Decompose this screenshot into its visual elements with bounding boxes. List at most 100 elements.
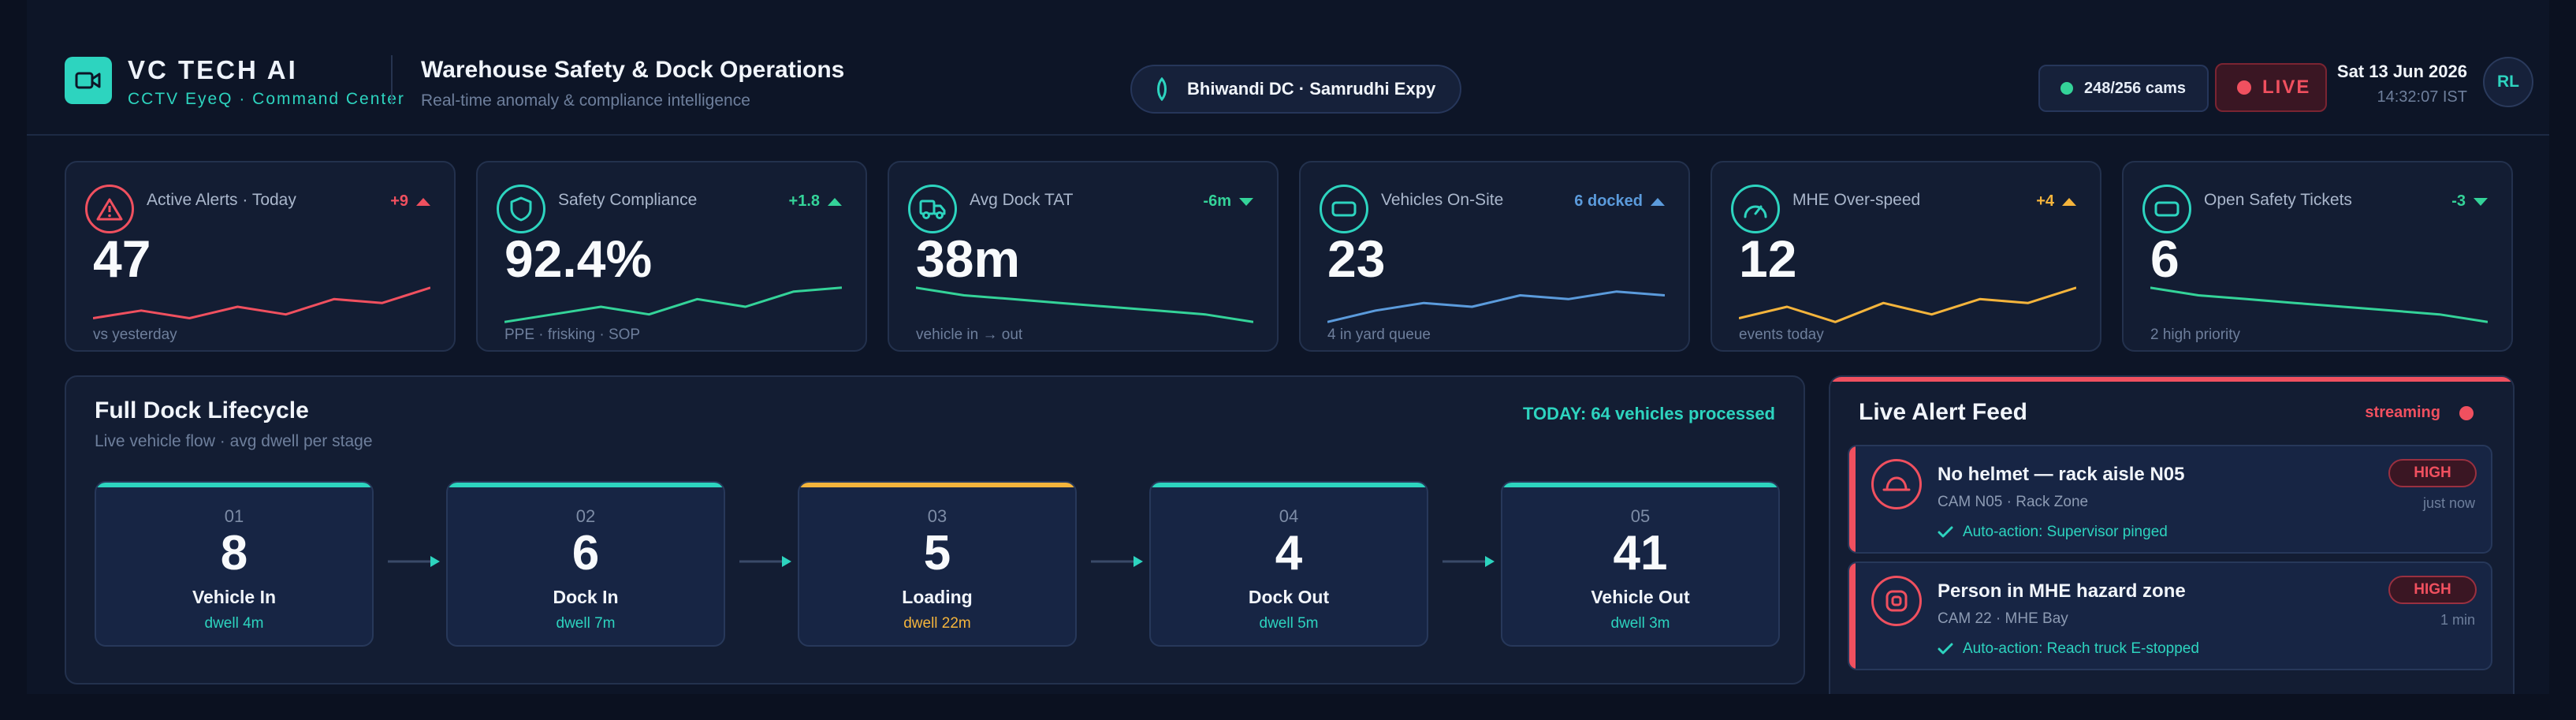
- kpi-footnote: events today: [1739, 326, 1824, 343]
- stage-number: 01: [224, 506, 244, 526]
- streaming-dot: [2459, 405, 2474, 420]
- stage-name: Dock Out: [1248, 587, 1330, 607]
- kpi-card-safety-compliance[interactable]: Safety Compliance +1.8 92.4% PPE · frisk…: [476, 161, 867, 352]
- kpi-card-open-safety-tickets[interactable]: Open Safety Tickets -3 6 2 high priority: [2122, 161, 2513, 352]
- stage-dwell: dwell 3m: [1610, 615, 1670, 632]
- speedometer-icon: [1731, 185, 1780, 233]
- current-date: Sat 13 Jun 2026: [2336, 62, 2467, 81]
- kpi-value: 12: [1739, 229, 1797, 288]
- auto-action-label: Auto-action: Reach truck E-stopped: [1963, 640, 2199, 657]
- app-frame: VC TECH AI CCTV EyeQ · Command Center Wa…: [27, 0, 2549, 694]
- stage-count: 4: [1275, 526, 1303, 580]
- sparkline-path: [93, 286, 430, 319]
- check-icon: [1938, 643, 1953, 655]
- stage-number: 04: [1279, 506, 1299, 526]
- stage-number: 05: [1630, 506, 1651, 526]
- stage-card-dock-out[interactable]: 04 4 Dock Out dwell 5m: [1149, 481, 1428, 647]
- kpi-delta: -6m: [1203, 192, 1253, 211]
- stage-card-loading[interactable]: 03 5 Loading dwell 22m: [798, 481, 1077, 647]
- kpi-sparkline: [1327, 290, 1665, 323]
- camera-status-dot: [2060, 82, 2073, 95]
- stage-accent-bar: [448, 483, 724, 487]
- stage-card-vehicle-in[interactable]: 01 8 Vehicle In dwell 4m: [95, 481, 374, 647]
- stage-accent-bar: [1502, 483, 1778, 487]
- sparkline-path: [504, 286, 842, 323]
- location-selector[interactable]: Bhiwandi DC · Samrudhi Expy: [1130, 65, 1461, 114]
- flow-arrow-icon: [1442, 556, 1495, 567]
- kpi-label: Open Safety Tickets: [2204, 191, 2352, 209]
- kpi-value: 6: [2150, 229, 2180, 288]
- auto-action-label: Auto-action: Supervisor pinged: [1963, 524, 2168, 540]
- kpi-card-mhe-overspeed[interactable]: MHE Over-speed +4 12 events today: [1711, 161, 2101, 352]
- kpi-value: 47: [93, 229, 151, 288]
- trend-down-icon: [2474, 197, 2488, 206]
- kpi-footnote: vs yesterday: [93, 326, 177, 343]
- kpi-card-active-alerts[interactable]: Active Alerts · Today +9 47 vs yesterday: [65, 161, 456, 352]
- alert-severity-bar: [1849, 563, 1856, 669]
- kpi-footnote: 2 high priority: [2150, 326, 2241, 343]
- feed-accent-bar: [1830, 377, 2513, 382]
- kpi-card-avg-dock-tat[interactable]: Avg Dock TAT -6m 38m vehicle in → out: [888, 161, 1279, 352]
- alert-title: Person in MHE hazard zone: [1938, 580, 2186, 602]
- stage-name: Loading: [902, 587, 973, 607]
- stage-card-vehicle-out[interactable]: 05 41 Vehicle Out dwell 3m: [1501, 481, 1780, 647]
- stage-accent-bar: [96, 483, 372, 487]
- trend-up-icon: [416, 197, 430, 206]
- alert-item[interactable]: No helmet — rack aisle N05 CAM N05 · Rac…: [1848, 445, 2492, 554]
- kpi-label: MHE Over-speed: [1792, 191, 1921, 209]
- trend-down-icon: [1239, 197, 1253, 206]
- location-pin-icon: [1157, 77, 1167, 101]
- user-avatar[interactable]: RL: [2483, 57, 2533, 107]
- kpi-delta: +9: [390, 192, 430, 211]
- kpi-sparkline: [93, 286, 430, 319]
- kpi-label: Vehicles On-Site: [1381, 191, 1504, 209]
- dock-lifecycle-panel: Full Dock Lifecycle Live vehicle flow · …: [65, 375, 1805, 685]
- kpi-label: Safety Compliance: [558, 191, 698, 209]
- current-time: 14:32:07 IST: [2377, 88, 2467, 106]
- stage-dwell: dwell 7m: [556, 615, 616, 632]
- stage-count: 6: [571, 526, 600, 580]
- kpi-delta-value: -3: [2451, 192, 2466, 210]
- header-divider: [391, 55, 393, 104]
- stage-accent-bar: [1151, 483, 1427, 487]
- kpi-value: 92.4%: [504, 229, 653, 288]
- stage-dwell: dwell 4m: [204, 615, 264, 632]
- severity-badge: HIGH: [2388, 459, 2477, 487]
- camera-status[interactable]: 248/256 cams: [2038, 65, 2209, 112]
- kpi-value: 38m: [916, 229, 1021, 288]
- stage-name: Dock In: [553, 587, 619, 607]
- ticket-icon: [2142, 185, 2191, 233]
- kpi-label: Avg Dock TAT: [970, 191, 1074, 209]
- kpi-delta-value: -6m: [1203, 192, 1231, 210]
- stage-accent-bar: [799, 483, 1075, 487]
- vehicle-icon: [1320, 185, 1368, 233]
- kpi-sparkline: [1739, 286, 2076, 323]
- stage-number: 03: [927, 506, 947, 526]
- alert-auto-action: Auto-action: Supervisor pinged: [1938, 524, 2168, 541]
- stage-card-dock-in[interactable]: 02 6 Dock In dwell 7m: [446, 481, 725, 647]
- vehicles-processed-today: TODAY: 64 vehicles processed: [1523, 404, 1775, 423]
- stage-dwell: dwell 22m: [903, 615, 971, 632]
- stage-number: 02: [575, 506, 596, 526]
- sparkline-path: [916, 286, 1253, 323]
- kpi-delta: -3: [2451, 192, 2488, 211]
- flow-arrow-icon: [1091, 556, 1143, 567]
- kpi-card-vehicles-on-site[interactable]: Vehicles On-Site 6 docked 23 4 in yard q…: [1299, 161, 1690, 352]
- check-icon: [1938, 526, 1953, 538]
- kpi-delta: +4: [2036, 192, 2076, 211]
- kpi-sparkline: [916, 286, 1253, 323]
- kpi-sparkline: [2150, 286, 2488, 323]
- alert-severity-bar: [1849, 446, 1856, 552]
- stage-name: Vehicle In: [192, 587, 277, 607]
- panel-title: Full Dock Lifecycle: [95, 397, 309, 423]
- shield-icon: [497, 185, 545, 233]
- live-indicator[interactable]: LIVE: [2215, 63, 2327, 112]
- hazard-zone-icon: [1871, 576, 1922, 626]
- alert-item[interactable]: Person in MHE hazard zone CAM 22 · MHE B…: [1848, 561, 2492, 670]
- alert-auto-action: Auto-action: Reach truck E-stopped: [1938, 640, 2199, 658]
- feed-status: streaming: [2365, 404, 2474, 422]
- camera-count: 248/256 cams: [2084, 79, 2187, 97]
- kpi-delta-value: +1.8: [788, 192, 820, 210]
- stage-count: 8: [220, 526, 248, 580]
- kpi-delta: 6 docked: [1574, 192, 1665, 211]
